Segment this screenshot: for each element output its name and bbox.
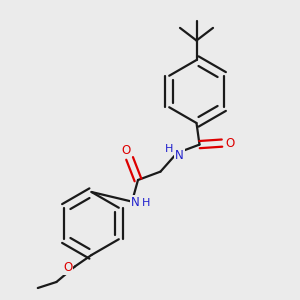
Text: H: H <box>142 198 151 208</box>
Text: O: O <box>122 143 130 157</box>
Text: N: N <box>130 196 140 209</box>
Text: O: O <box>225 136 234 150</box>
Text: H: H <box>164 144 173 154</box>
Text: N: N <box>175 149 184 162</box>
Text: O: O <box>63 261 72 274</box>
